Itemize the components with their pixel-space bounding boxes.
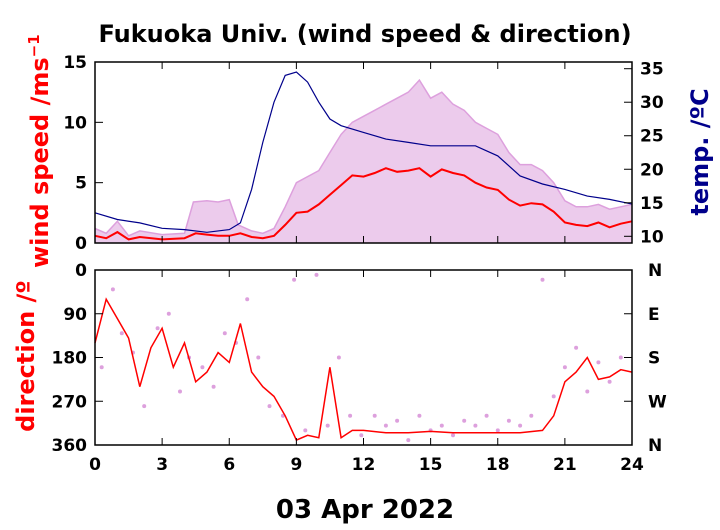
direction-point <box>529 413 534 418</box>
x-tick-label: 18 <box>486 455 510 475</box>
temperature-tick-label: 30 <box>640 93 664 113</box>
x-tick-label: 9 <box>290 455 302 475</box>
direction-point <box>618 355 623 360</box>
direction-point <box>473 423 478 428</box>
temperature-tick-label: 35 <box>640 60 664 80</box>
direction-point <box>99 365 104 370</box>
direction-point <box>562 365 567 370</box>
direction-axis-label: direction /º <box>12 280 40 432</box>
speed-tick-label: 15 <box>63 53 87 73</box>
speed-axis-label-sup: −1 <box>25 34 43 57</box>
direction-point <box>166 311 171 316</box>
speed-axis-label-text: wind speed /ms <box>26 57 54 268</box>
direction-point <box>462 418 467 423</box>
direction-tick-label: 270 <box>52 392 88 412</box>
direction-point <box>574 345 579 350</box>
direction-point <box>395 418 400 423</box>
direction-tick-label: 360 <box>52 436 88 456</box>
x-tick-label: 21 <box>553 455 577 475</box>
direction-tick-label: 180 <box>52 349 88 369</box>
direction-point <box>551 394 556 399</box>
direction-point <box>303 428 308 433</box>
direction-point <box>596 360 601 365</box>
chart-title: Fukuoka Univ. (wind speed & direction) <box>98 20 631 48</box>
direction-point <box>383 423 388 428</box>
compass-tick-label: N <box>648 261 662 281</box>
direction-point <box>518 423 523 428</box>
direction-point <box>439 423 444 428</box>
direction-point <box>314 272 319 277</box>
direction-point <box>119 331 124 336</box>
direction-point <box>585 389 590 394</box>
speed-tick-label: 5 <box>75 174 87 194</box>
x-tick-label: 6 <box>223 455 235 475</box>
direction-point <box>417 413 422 418</box>
direction-point <box>142 404 147 409</box>
direction-point <box>495 428 500 433</box>
direction-point <box>110 287 115 292</box>
direction-point <box>406 438 411 443</box>
x-tick-label: 0 <box>89 455 101 475</box>
speed-tick-label: 0 <box>75 234 87 254</box>
compass-tick-label: S <box>648 349 660 369</box>
direction-point <box>607 379 612 384</box>
direction-tick-label: 90 <box>63 305 87 325</box>
direction-point <box>506 418 511 423</box>
mean-speed-line <box>94 167 633 241</box>
direction-point <box>200 365 205 370</box>
direction-point <box>484 413 489 418</box>
x-tick-label: 15 <box>419 455 443 475</box>
direction-axis-ticks: 0 3 6 9 12 15 18 21 24 0 N 90 E 180 S 270 W 360 N <box>52 261 668 475</box>
x-tick-label: 12 <box>352 455 376 475</box>
direction-point <box>359 433 364 438</box>
gust-line <box>94 78 633 237</box>
speed-panel: 0 5 10 15 10 15 20 25 30 35 wind speed /ms−1 temp… <box>25 34 714 268</box>
direction-point <box>372 413 377 418</box>
date-label: 03 Apr 2022 <box>276 495 454 525</box>
direction-point <box>222 331 227 336</box>
direction-point <box>211 384 216 389</box>
speed-tick-label: 10 <box>63 113 87 133</box>
speed-axis-label: wind speed /ms−1 <box>25 34 54 268</box>
temperature-axis-label: temp. /ºC <box>686 88 714 215</box>
temperature-tick-label: 10 <box>640 227 664 247</box>
gust-area <box>95 80 632 243</box>
temperature-tick-label: 25 <box>640 127 664 147</box>
direction-tick-label: 0 <box>75 261 87 281</box>
temperature-tick-label: 20 <box>640 160 664 180</box>
x-tick-label: 24 <box>620 455 644 475</box>
direction-point <box>292 277 297 282</box>
compass-tick-label: N <box>648 436 662 456</box>
compass-tick-label: W <box>648 392 667 412</box>
direction-panel: 0 3 6 9 12 15 18 21 24 0 N 90 E 180 S 270 W 360 N directio… <box>12 261 667 475</box>
compass-tick-label: E <box>648 305 660 325</box>
direction-point <box>155 326 160 331</box>
direction-point <box>336 355 341 360</box>
speed-axis-ticks: 0 5 10 15 10 15 20 25 30 35 <box>63 53 664 254</box>
direction-plot-area <box>94 272 633 443</box>
direction-point <box>256 355 261 360</box>
direction-point <box>178 389 182 394</box>
direction-point <box>245 297 250 302</box>
x-tick-label: 3 <box>156 455 168 475</box>
temperature-tick-label: 15 <box>640 194 664 214</box>
direction-point <box>325 423 330 428</box>
mean-direction-line <box>94 297 633 442</box>
direction-point <box>451 433 455 438</box>
temperature-line <box>94 71 633 233</box>
direction-point <box>348 413 353 418</box>
direction-point <box>540 277 545 282</box>
direction-point <box>267 404 272 409</box>
speed-plot-area <box>94 71 633 243</box>
